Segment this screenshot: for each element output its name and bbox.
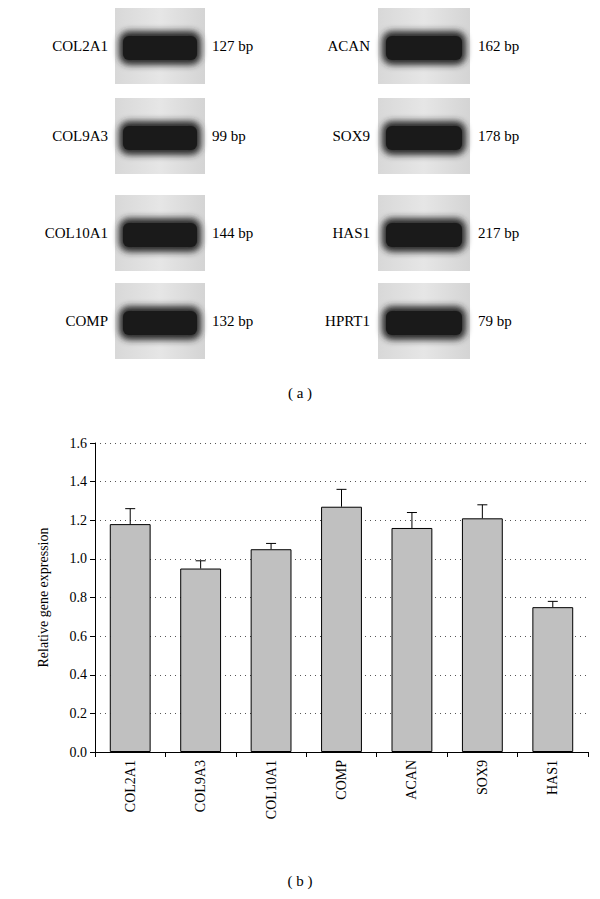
svg-text:Relative gene expression: Relative gene expression — [36, 528, 51, 668]
svg-text:79 bp: 79 bp — [478, 313, 512, 329]
svg-text:SOX9: SOX9 — [475, 760, 490, 795]
svg-text:99 bp: 99 bp — [212, 128, 246, 144]
svg-text:HPRT1: HPRT1 — [325, 313, 370, 329]
svg-text:COL10A1: COL10A1 — [45, 225, 108, 241]
svg-text:162 bp: 162 bp — [478, 38, 519, 54]
svg-text:1.0: 1.0 — [70, 551, 88, 566]
svg-text:1.2: 1.2 — [70, 513, 88, 528]
svg-text:1.4: 1.4 — [70, 474, 88, 489]
svg-text:COL10A1: COL10A1 — [264, 760, 279, 819]
svg-text:( b ): ( b ) — [288, 873, 313, 890]
svg-text:0.6: 0.6 — [70, 629, 88, 644]
svg-text:217 bp: 217 bp — [478, 225, 519, 241]
svg-text:HAS1: HAS1 — [545, 760, 560, 795]
svg-text:1.6: 1.6 — [70, 436, 88, 451]
svg-text:SOX9: SOX9 — [332, 128, 370, 144]
svg-text:COMP: COMP — [65, 313, 108, 329]
svg-text:127 bp: 127 bp — [212, 38, 253, 54]
svg-text:ACAN: ACAN — [327, 38, 370, 54]
svg-text:COL2A1: COL2A1 — [123, 760, 138, 812]
svg-text:132 bp: 132 bp — [212, 313, 253, 329]
svg-text:144 bp: 144 bp — [212, 225, 253, 241]
svg-text:COL9A3: COL9A3 — [52, 128, 108, 144]
svg-text:178 bp: 178 bp — [478, 128, 519, 144]
svg-text:0.2: 0.2 — [70, 706, 88, 721]
svg-text:0.8: 0.8 — [70, 590, 88, 605]
svg-text:HAS1: HAS1 — [332, 225, 370, 241]
svg-text:0.4: 0.4 — [70, 667, 88, 682]
svg-text:COL9A3: COL9A3 — [193, 760, 208, 812]
svg-text:COL2A1: COL2A1 — [52, 38, 108, 54]
svg-text:COMP: COMP — [334, 760, 349, 800]
svg-text:( a ): ( a ) — [288, 385, 312, 402]
svg-text:ACAN: ACAN — [404, 760, 419, 800]
svg-text:0.0: 0.0 — [70, 745, 88, 760]
